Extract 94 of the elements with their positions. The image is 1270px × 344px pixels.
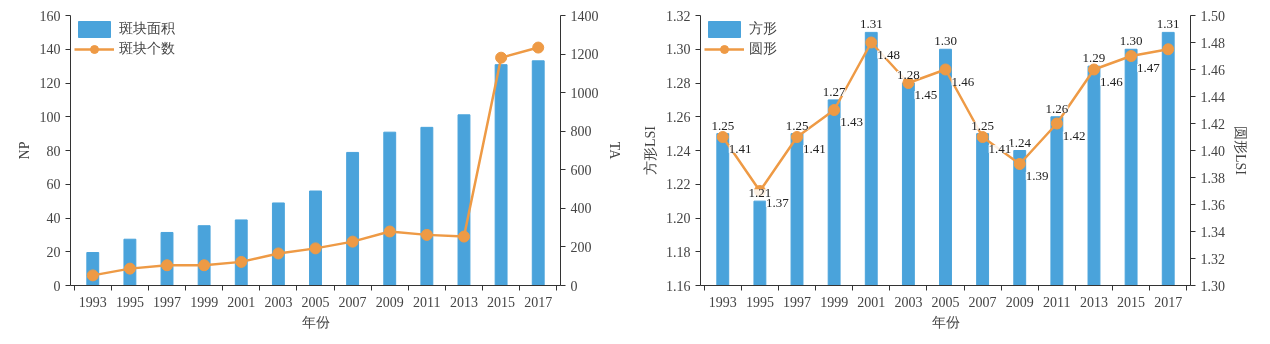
y2-tick-label: 400: [570, 201, 592, 217]
y-tick-label: 100: [39, 109, 61, 125]
x-tick-label: 1995: [115, 294, 144, 310]
y2-tick-label: 1.40: [1200, 143, 1225, 159]
legend-label: 方形: [749, 20, 777, 38]
y2-tick-label: 0: [570, 278, 578, 294]
y2-tick-label: 1.46: [1200, 62, 1225, 78]
data-label: 1.42: [1062, 127, 1086, 143]
y-tick-label: 40: [46, 211, 61, 226]
x-tick-label: 2015: [487, 294, 516, 310]
x-tick-label: 1997: [783, 294, 812, 310]
x-tick-label: 2015: [1117, 294, 1146, 310]
data-label: 1.29: [1082, 50, 1106, 66]
x-tick-label: 2003: [264, 294, 293, 310]
y2-tick-label: 800: [570, 124, 592, 140]
x-tick-label: 1997: [153, 294, 182, 310]
y-tick-label: 140: [39, 42, 61, 58]
x-tick-label: 2011: [1043, 294, 1071, 310]
y2-axis-title: 圆形LSI: [1233, 126, 1248, 176]
y2-tick-label: 600: [570, 162, 592, 178]
x-tick-label: 2017: [1154, 294, 1183, 310]
data-label: 1.27: [822, 83, 847, 99]
data-label: 1.25: [785, 117, 809, 133]
y2-tick-label: 1.48: [1200, 35, 1225, 51]
x-tick-label: 2009: [1005, 294, 1034, 310]
y-tick-label: 0: [53, 278, 61, 294]
data-label: 1.31: [859, 16, 883, 32]
legend-label: 斑块个数: [119, 40, 175, 58]
x-tick-label: 2001: [857, 294, 886, 310]
data-label: 1.41: [728, 141, 752, 156]
data-label: 1.28: [897, 67, 920, 82]
x-tick-label: 2013: [449, 294, 478, 310]
x-tick-label: 2017: [524, 294, 553, 310]
y2-tick-label: 1.42: [1200, 116, 1225, 132]
y-tick-label: 80: [46, 143, 61, 159]
data-label: 1.43: [840, 114, 863, 129]
y2-tick-label: 1400: [570, 8, 599, 24]
y-tick-label: 1.18: [666, 244, 691, 260]
data-label: 1.41: [803, 141, 826, 156]
y2-tick-label: 1.30: [1200, 278, 1225, 294]
x-axis-title: 年份: [931, 314, 960, 330]
x-tick-label: 1999: [190, 294, 219, 310]
legend-label: 圆形: [749, 40, 777, 58]
data-label: 1.46: [951, 73, 975, 89]
x-tick-label: 1999: [820, 294, 849, 310]
x-tick-label: 1995: [745, 294, 774, 310]
x-tick-label: 2005: [931, 294, 960, 310]
y-tick-label: 1.24: [666, 143, 691, 159]
x-tick-label: 1993: [708, 294, 737, 310]
x-tick-label: 2003: [894, 294, 923, 310]
data-label: 1.25: [971, 117, 994, 133]
y-axis-title: 方形LSI: [643, 125, 658, 175]
y2-tick-label: 1.38: [1200, 170, 1225, 186]
y2-tick-label: 200: [570, 239, 592, 255]
y-tick-label: 1.30: [666, 42, 691, 58]
y-tick-label: 1.20: [666, 211, 691, 226]
x-tick-label: 2007: [338, 294, 367, 310]
x-tick-label: 2007: [968, 294, 997, 310]
x-tick-label: 2005: [301, 294, 330, 310]
x-tick-label: 2011: [413, 294, 441, 310]
y2-tick-label: 1.36: [1200, 197, 1225, 213]
y2-tick-label: 1.34: [1200, 224, 1225, 240]
y-tick-label: 160: [39, 8, 61, 24]
data-label: 1.48: [877, 46, 901, 62]
y-tick-label: 120: [39, 76, 61, 91]
data-label: 1.30: [1119, 33, 1143, 49]
x-axis-title: 年份: [301, 314, 330, 330]
data-label: 1.25: [711, 117, 735, 133]
y-tick-label: 1.28: [666, 76, 691, 91]
data-label: 1.47: [1137, 60, 1161, 75]
y-tick-label: 1.32: [666, 8, 691, 24]
legend-label: 斑块面积: [119, 20, 175, 38]
data-label: 1.30: [934, 33, 957, 49]
y-tick-label: 1.26: [666, 109, 691, 125]
x-tick-label: 1993: [78, 294, 107, 310]
y-tick-label: 60: [46, 177, 61, 193]
data-label: 1.45: [914, 87, 938, 102]
y2-axis-title: TA: [606, 141, 622, 161]
x-tick-label: 2001: [227, 294, 256, 310]
y-tick-label: 20: [46, 244, 61, 260]
data-label: 1.31: [1156, 16, 1180, 32]
y2-tick-label: 1.50: [1200, 8, 1225, 24]
x-tick-label: 2009: [375, 294, 404, 310]
x-tick-label: 2013: [1079, 294, 1108, 310]
y2-tick-label: 1.44: [1200, 89, 1225, 105]
y2-tick-label: 1000: [570, 85, 599, 101]
y-tick-label: 1.16: [666, 278, 691, 294]
data-label: 1.39: [1025, 168, 1049, 183]
data-label: 1.46: [1099, 73, 1124, 89]
y-tick-label: 1.22: [666, 177, 691, 193]
y-axis-title: NP: [16, 141, 32, 160]
y2-tick-label: 1.32: [1200, 251, 1225, 267]
data-label: 1.26: [1045, 100, 1069, 116]
y2-tick-label: 1200: [570, 47, 599, 63]
